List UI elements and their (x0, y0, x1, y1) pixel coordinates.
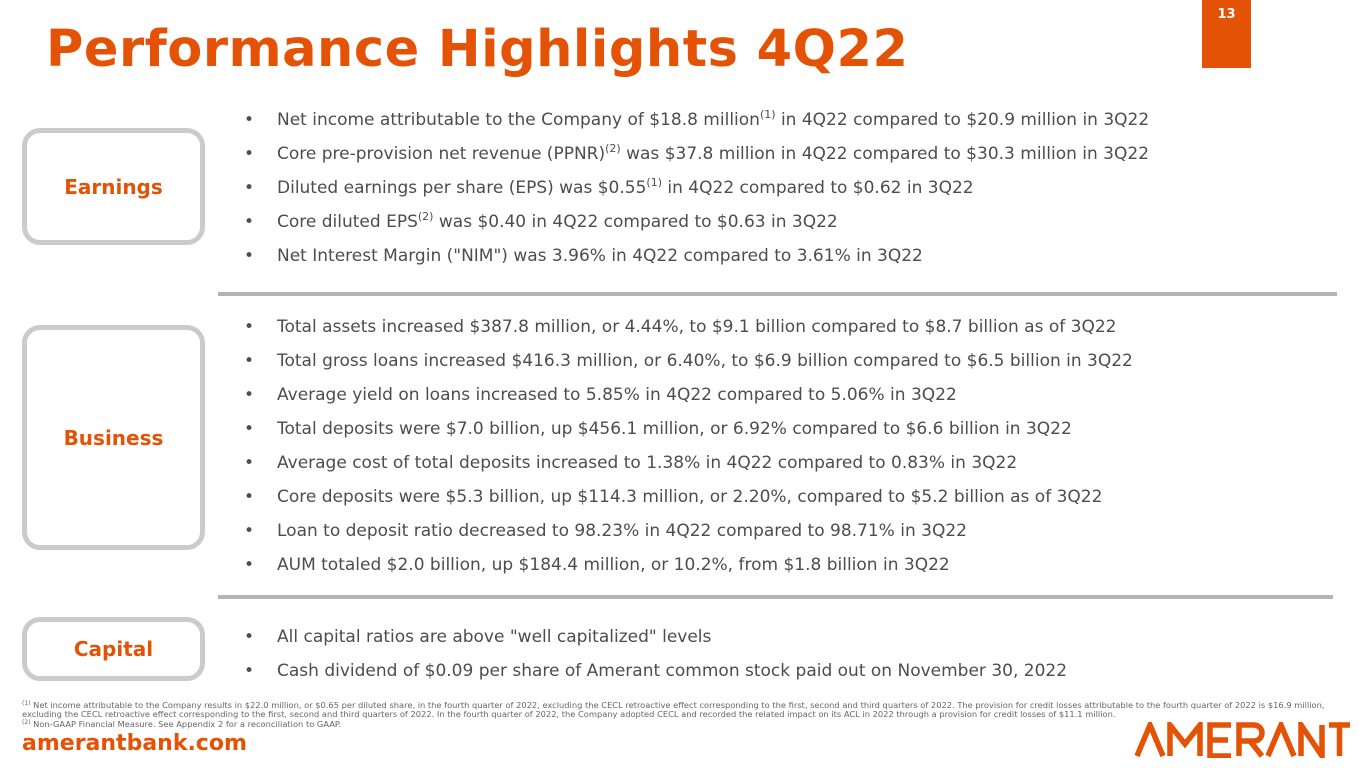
bullet-text: AUM totaled $2.0 billion, up $184.4 mill… (277, 555, 950, 575)
bullet-item: Total deposits were $7.0 billion, up $45… (244, 412, 1133, 446)
footnote-ref: (1) (759, 108, 776, 121)
capital-label: Capital (22, 617, 205, 681)
footnote-ref: (2) (605, 142, 621, 155)
bullet-item: Average yield on loans increased to 5.85… (244, 378, 1133, 412)
business-bullets: Total assets increased $387.8 million, o… (244, 310, 1133, 582)
bullet-text: Total deposits were $7.0 billion, up $45… (277, 419, 1072, 439)
footnote-ref: (2) (417, 210, 434, 223)
divider (218, 595, 1333, 599)
footnote-ref: (1) (646, 176, 662, 189)
bullet-item: Total assets increased $387.8 million, o… (244, 310, 1133, 344)
bullet-text: Diluted earnings per share (EPS) was $0.… (277, 178, 647, 198)
bullet-item: AUM totaled $2.0 billion, up $184.4 mill… (244, 548, 1133, 582)
bullet-item: All capital ratios are above "well capit… (244, 620, 1067, 654)
bullet-text: Average yield on loans increased to 5.85… (277, 385, 957, 405)
bullet-text: in 4Q22 compared to $20.9 million in 3Q2… (775, 110, 1150, 130)
footnote-text: Net income attributable to the Company r… (22, 700, 1325, 720)
bullet-text: was $0.40 in 4Q22 compared to $0.63 in 3… (433, 212, 838, 232)
earnings-label: Earnings (22, 128, 205, 245)
website-link[interactable]: amerantbank.com (22, 731, 247, 756)
capital-bullets: All capital ratios are above "well capit… (244, 620, 1067, 688)
bullet-text: Core diluted EPS (277, 212, 418, 232)
bullet-text: Total gross loans increased $416.3 milli… (277, 351, 1133, 371)
amerant-logo (1134, 722, 1350, 758)
earnings-bullets: Net income attributable to the Company o… (244, 103, 1149, 273)
bullet-item: Core deposits were $5.3 billion, up $114… (244, 480, 1133, 514)
footnote-1: (1) Net income attributable to the Compa… (22, 700, 1342, 720)
bullet-text: Core pre-provision net revenue (PPNR) (277, 144, 606, 164)
bullet-text: Net Interest Margin ("NIM") was 3.96% in… (277, 246, 923, 266)
divider (218, 292, 1337, 296)
bullet-text: Cash dividend of $0.09 per share of Amer… (277, 661, 1068, 681)
bullet-item: Core diluted EPS(2) was $0.40 in 4Q22 co… (244, 205, 1149, 239)
bullet-text: Net income attributable to the Company o… (277, 110, 760, 130)
footnote-text: Non-GAAP Financial Measure. See Appendix… (33, 718, 342, 729)
footnote-marker: (2) (22, 718, 31, 726)
bullet-item: Net Interest Margin ("NIM") was 3.96% in… (244, 239, 1149, 273)
bullet-text: Total assets increased $387.8 million, o… (277, 317, 1117, 337)
bullet-text: All capital ratios are above "well capit… (277, 627, 712, 647)
footnote-2: (2) Non-GAAP Financial Measure. See Appe… (22, 718, 1342, 729)
page-number: 13 (1202, 0, 1251, 68)
bullet-text: was $37.8 million in 4Q22 compared to $3… (620, 144, 1150, 164)
bullet-item: Cash dividend of $0.09 per share of Amer… (244, 654, 1067, 688)
bullet-item: Loan to deposit ratio decreased to 98.23… (244, 514, 1133, 548)
bullet-item: Net income attributable to the Company o… (244, 103, 1149, 137)
bullet-item: Average cost of total deposits increased… (244, 446, 1133, 480)
bullet-text: Loan to deposit ratio decreased to 98.23… (277, 521, 967, 541)
footnote-marker: (1) (22, 700, 31, 707)
page-title: Performance Highlights 4Q22 (46, 20, 909, 79)
bullet-text: in 4Q22 compared to $0.62 in 3Q22 (662, 178, 974, 198)
bullet-text: Average cost of total deposits increased… (277, 453, 1018, 473)
bullet-text: Core deposits were $5.3 billion, up $114… (277, 487, 1103, 507)
bullet-item: Diluted earnings per share (EPS) was $0.… (244, 171, 1149, 205)
bullet-item: Core pre-provision net revenue (PPNR)(2)… (244, 137, 1149, 171)
footnotes: (1) Net income attributable to the Compa… (22, 700, 1342, 729)
business-label: Business (22, 325, 205, 550)
bullet-item: Total gross loans increased $416.3 milli… (244, 344, 1133, 378)
